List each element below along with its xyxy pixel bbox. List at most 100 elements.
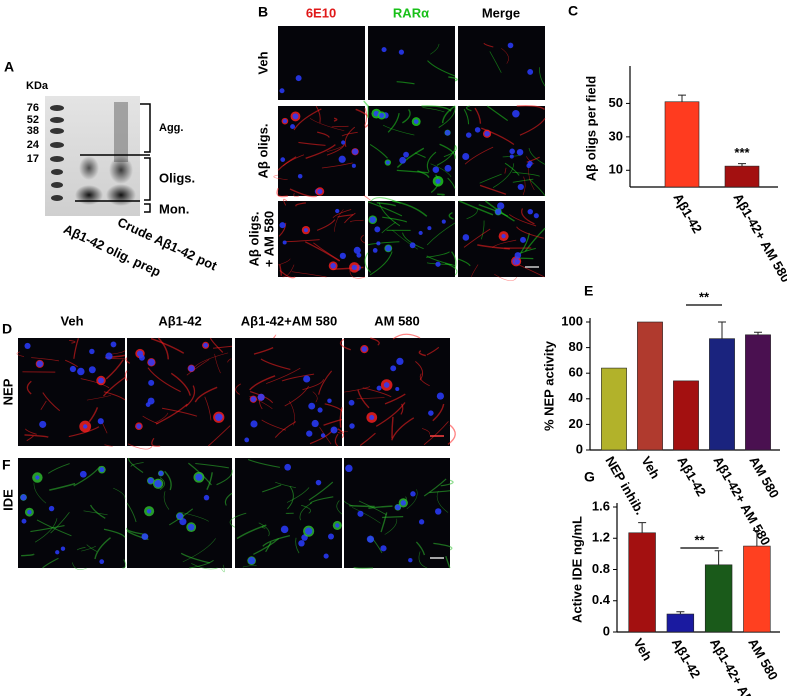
nucleus (311, 419, 319, 428)
process (427, 60, 456, 77)
nucleus (338, 155, 346, 163)
nucleus (512, 109, 520, 118)
nucleus (203, 342, 209, 348)
nucleus (520, 236, 526, 243)
process (392, 333, 421, 340)
y-tick-label: 1.2 (592, 530, 610, 545)
panel-label: A (4, 59, 14, 75)
marker-label: 24 (27, 139, 40, 151)
nucleus (158, 470, 164, 476)
process (343, 386, 371, 393)
nucleus (320, 433, 326, 438)
process (127, 443, 153, 450)
nucleus (399, 156, 407, 164)
nucleus (154, 479, 162, 488)
process (161, 407, 198, 417)
micrograph (18, 458, 127, 570)
process (261, 525, 266, 529)
error-bar (754, 331, 762, 335)
process (504, 167, 507, 174)
process (440, 479, 454, 487)
process (286, 487, 310, 503)
bar (628, 532, 656, 633)
image-background (344, 338, 450, 446)
nucleus (357, 510, 364, 517)
image-background (458, 26, 545, 100)
error-bar (676, 611, 685, 615)
nucleus (279, 88, 285, 94)
process (312, 391, 318, 403)
process (122, 559, 127, 569)
row-label: Veh (255, 51, 270, 74)
brackets (75, 103, 151, 213)
process (242, 565, 257, 568)
process (436, 490, 449, 513)
nucleus (292, 113, 299, 120)
process (283, 198, 288, 206)
nucleus (323, 553, 329, 559)
nucleus (148, 379, 155, 386)
process (220, 564, 225, 573)
process (382, 216, 408, 223)
process (426, 346, 440, 356)
error-bar (714, 550, 723, 565)
process (235, 383, 242, 395)
band-label: Oligs. (159, 170, 195, 185)
process (163, 491, 170, 510)
process (258, 522, 270, 537)
column-header: 6E10 (306, 5, 336, 20)
nucleus (435, 178, 441, 184)
process (445, 556, 451, 569)
process (207, 425, 231, 447)
band-label: Mon. (159, 201, 189, 216)
nucleus (315, 479, 322, 486)
process (326, 144, 346, 152)
nucleus (77, 367, 85, 376)
process (448, 76, 458, 82)
process (81, 545, 96, 552)
nucleus (89, 348, 95, 355)
column-header: Aβ1-42 (158, 313, 201, 328)
nucleus (335, 208, 340, 214)
process (316, 219, 336, 231)
column-header: Merge (482, 5, 520, 20)
process (113, 487, 126, 499)
process (299, 502, 313, 521)
process (421, 428, 430, 435)
process (519, 232, 530, 254)
nucleus (110, 341, 117, 348)
nucleus (83, 424, 88, 429)
process (181, 512, 209, 522)
process (159, 477, 165, 491)
process (400, 403, 404, 415)
micrograph (363, 100, 457, 196)
x-tick-label: Aβ1-42 (670, 191, 705, 236)
process (423, 478, 447, 497)
process (262, 484, 282, 493)
process (309, 118, 345, 132)
process (274, 421, 297, 438)
nucleus (474, 127, 481, 133)
process (381, 221, 397, 234)
marker-label: 17 (27, 153, 39, 165)
marker-label: 38 (27, 125, 39, 137)
process (103, 528, 126, 538)
nucleus (27, 509, 32, 515)
process (34, 518, 58, 543)
process (209, 337, 224, 353)
process (284, 385, 310, 407)
process (40, 400, 47, 410)
process (227, 358, 232, 363)
x-tick-label: Veh (631, 636, 656, 664)
process (191, 563, 218, 570)
process (382, 515, 404, 519)
process (261, 419, 286, 431)
y-tick-label: 30 (609, 128, 623, 143)
nucleus (366, 535, 375, 543)
process (344, 212, 356, 224)
process (387, 113, 400, 133)
micrograph (457, 200, 546, 281)
error-bar (738, 163, 746, 167)
nucleus (317, 188, 323, 195)
nucleus (394, 504, 401, 511)
